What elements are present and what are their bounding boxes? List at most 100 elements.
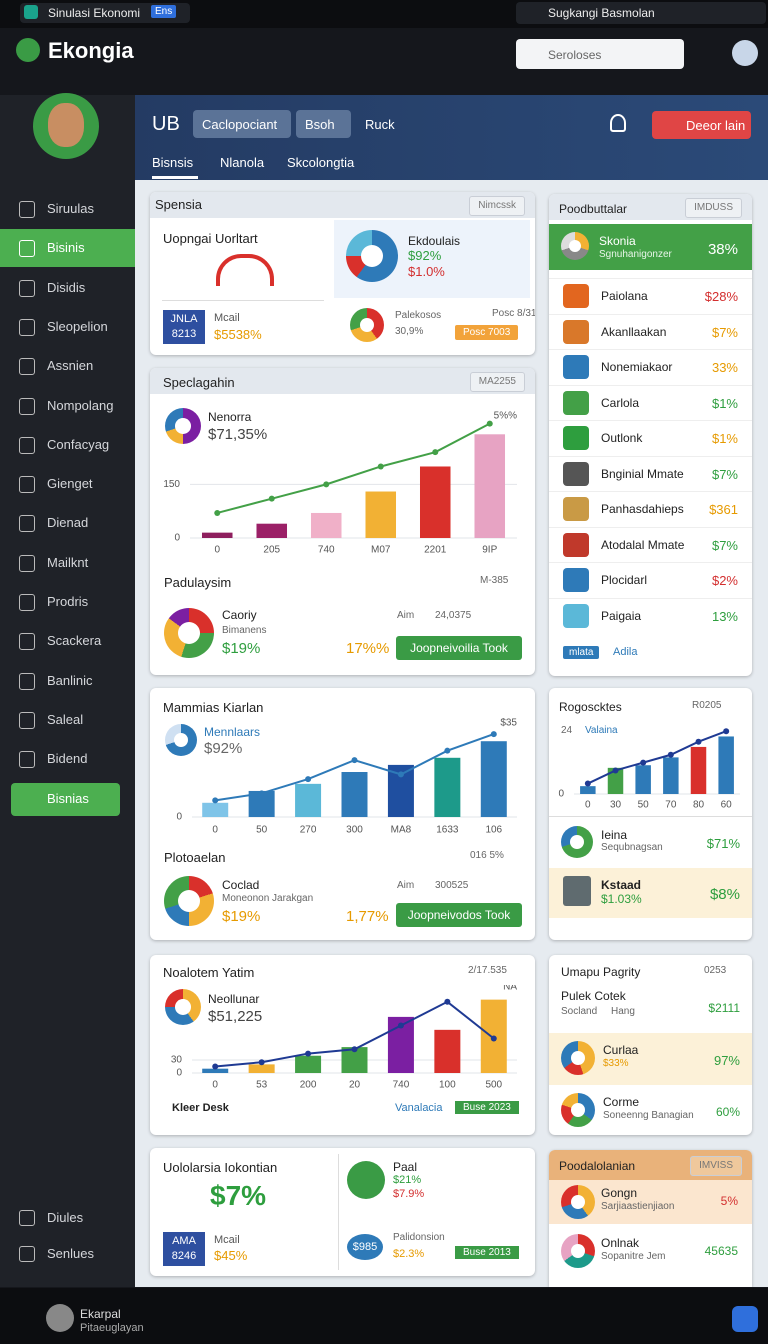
row-value: $71%: [706, 836, 740, 851]
action-button[interactable]: Joopneivoilia Took: [396, 636, 522, 660]
bar: [256, 523, 288, 538]
x-tick-label: 9IP: [482, 545, 497, 556]
tab-bg[interactable]: [296, 110, 351, 138]
nav-item[interactable]: Siruulas: [47, 201, 94, 216]
bar: [690, 746, 707, 794]
row-value: 5%: [720, 1194, 738, 1208]
nav-item[interactable]: Banlinic: [47, 672, 93, 688]
user-icon[interactable]: [610, 114, 626, 132]
row-name: Skonia: [599, 234, 636, 248]
row-divider: [549, 491, 752, 492]
panel-title: UB: [152, 113, 180, 135]
bar: [295, 783, 322, 817]
nav-item[interactable]: Sleopelion: [47, 318, 108, 334]
card-title: Umapu Pagrity: [561, 965, 641, 979]
nav-item[interactable]: Disidis: [47, 279, 86, 295]
poodalolanian-card: Poodalolanian IMVISS Gongn Sarjiaastienj…: [549, 1150, 752, 1287]
x-tick-label: 0: [212, 825, 218, 836]
tab[interactable]: Caclopociant: [202, 117, 278, 132]
nav-item[interactable]: Senlues: [47, 1246, 94, 1261]
item-value: $19%: [222, 640, 261, 657]
nav-item[interactable]: Bidend: [47, 751, 88, 767]
dropdown[interactable]: IMDUSS: [685, 198, 742, 218]
card-title: Rogoscktes: [559, 700, 622, 714]
card-title: Spensia: [155, 197, 202, 212]
x-tick-label: 50: [256, 825, 268, 836]
sub-value: 30,9%: [395, 326, 424, 337]
nav-item[interactable]: Dienad: [47, 515, 89, 531]
y-tick-label: 0: [558, 789, 564, 800]
x-tick-label: 30: [610, 800, 622, 811]
footer-link[interactable]: Adila: [613, 646, 638, 658]
row-name: Panhasdahieps: [601, 502, 684, 516]
y-tick-label: 150: [163, 479, 180, 490]
nav-item[interactable]: Scackera: [47, 633, 102, 649]
row-divider: [549, 384, 752, 386]
bar: [434, 1029, 461, 1073]
donut-icon: [165, 724, 197, 756]
right-title: Paal: [393, 1160, 418, 1174]
bottom-bar: [0, 1288, 768, 1344]
line-point: [212, 797, 219, 804]
nav-item[interactable]: Assnien: [47, 358, 94, 374]
nav-button[interactable]: [11, 782, 120, 816]
subtab[interactable]: Skcolongtia: [287, 155, 355, 170]
user-avatar[interactable]: [46, 1304, 74, 1332]
row-name: Gongn: [601, 1186, 638, 1200]
row-value: $361: [709, 502, 738, 517]
dropdown[interactable]: IMVISS: [690, 1156, 742, 1176]
aim-label: Aim: [397, 610, 415, 621]
y-tick-label: 0: [176, 1068, 182, 1079]
nav-item[interactable]: Saleal: [47, 711, 84, 727]
nav-icon: [19, 751, 35, 769]
row-name: Bnginial Mmate: [601, 466, 684, 481]
nav-item[interactable]: Confacyag: [47, 436, 110, 452]
row-value: $1%: [711, 431, 738, 446]
nav-item[interactable]: Diules: [47, 1210, 84, 1225]
tab[interactable]: Ruck: [365, 117, 395, 132]
badge-line: 8213: [171, 328, 197, 340]
row-divider: [549, 526, 752, 528]
donut-icon: [164, 608, 214, 658]
app-button[interactable]: [732, 1306, 758, 1332]
percent: 17%%: [346, 640, 390, 657]
nav-item[interactable]: Bisinis: [47, 240, 85, 256]
row-icon: [563, 355, 589, 379]
row-value: 60%: [715, 1105, 740, 1119]
aim-value: 24,0375: [435, 610, 472, 621]
tab[interactable]: Bsoh: [305, 117, 335, 132]
place: Socland: [561, 1006, 598, 1017]
bar: [580, 786, 596, 794]
nav-icon: [19, 1210, 35, 1226]
nav-icon: [19, 633, 35, 651]
user-name: Ekarpal: [80, 1307, 121, 1321]
subtab[interactable]: Bisnsis: [152, 155, 194, 170]
primary-button[interactable]: [652, 111, 751, 139]
tab-bg[interactable]: [193, 110, 291, 138]
donut-title: Ekdoulais: [408, 234, 461, 248]
x-tick-label: 270: [300, 825, 317, 836]
action-button[interactable]: Joopneivodos Took: [396, 903, 522, 927]
label: Mcail: [214, 312, 240, 324]
badge-line: JNLA: [170, 313, 198, 325]
nav-item[interactable]: Nompolang: [47, 397, 114, 413]
dropdown[interactable]: MA2255: [469, 372, 525, 392]
dropdown[interactable]: Nimcssk: [469, 196, 525, 216]
nav-icon: [19, 318, 35, 336]
badge-line: 8246: [171, 1250, 197, 1262]
chart-subtitle: $71,35%: [208, 426, 268, 443]
row-value: 13%: [711, 608, 738, 624]
x-tick-label: 2201: [424, 545, 447, 556]
y-tick-label: 0: [176, 812, 182, 823]
x-tick-label: 60: [721, 800, 733, 811]
search-box[interactable]: [516, 39, 684, 69]
rogoscktes-card: Rogoscktes R0205 24 Valaina Ieina Sequbn…: [549, 688, 752, 940]
nav-item[interactable]: Mailknt: [47, 554, 89, 570]
bar: [718, 736, 734, 794]
subtab[interactable]: Nlanola: [220, 155, 265, 170]
row-name: Outlonk: [601, 431, 643, 445]
user-avatar[interactable]: [732, 40, 758, 66]
nav-item[interactable]: Gienget: [47, 476, 93, 492]
nav-item[interactable]: Prodris: [47, 594, 89, 609]
